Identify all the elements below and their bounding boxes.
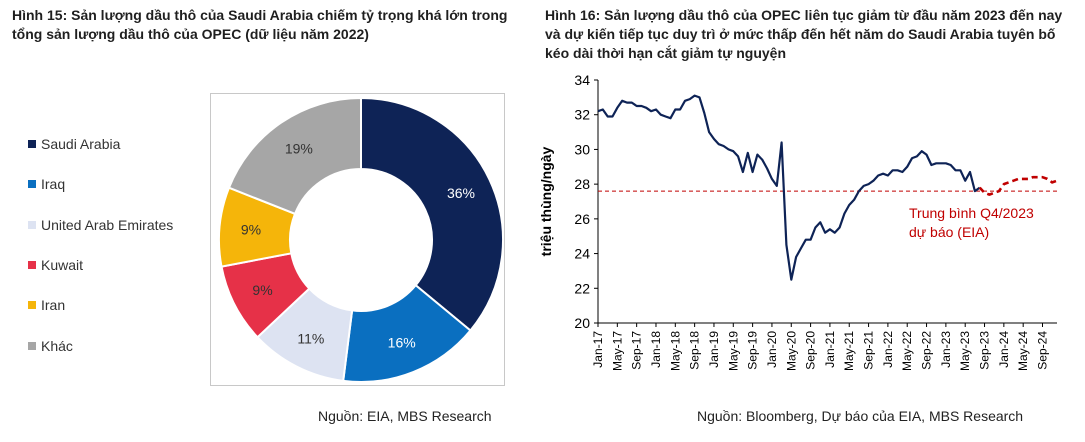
x-tick-label: May-18 bbox=[668, 331, 682, 371]
legend-item: Iran bbox=[28, 285, 208, 325]
y-tick-label: 26 bbox=[574, 211, 590, 227]
donut-slice-label: 19% bbox=[285, 141, 313, 157]
donut-slice-label: 9% bbox=[252, 282, 272, 298]
figure-16-source: Nguồn: Bloomberg, Dự báo của EIA, MBS Re… bbox=[697, 408, 1024, 424]
x-tick-label: Sep-21 bbox=[862, 331, 876, 370]
legend-label: Kuwait bbox=[41, 257, 84, 274]
legend-item: United Arab Emirates bbox=[28, 205, 208, 245]
legend-label: Saudi Arabia bbox=[41, 136, 121, 153]
legend-label: Iran bbox=[41, 297, 66, 314]
legend-swatch bbox=[28, 220, 36, 229]
x-tick-label: Jan-22 bbox=[881, 331, 895, 368]
x-tick-label: May-21 bbox=[842, 331, 856, 371]
legend-label: United Arab Emirates bbox=[41, 216, 174, 233]
donut-slice-label: 16% bbox=[388, 335, 416, 351]
x-tick-label: May-20 bbox=[784, 331, 798, 371]
x-tick-label: May-23 bbox=[958, 331, 972, 371]
x-tick-label: May-17 bbox=[610, 331, 624, 371]
y-tick-label: 22 bbox=[574, 280, 590, 296]
y-tick-label: 28 bbox=[574, 176, 590, 192]
y-tick-label: 20 bbox=[574, 315, 590, 331]
x-tick-label: Jan-23 bbox=[939, 331, 953, 368]
x-tick-label: Sep-18 bbox=[688, 331, 702, 370]
line-chart: 20 22 24 26 28 30 32 34 Jan-17 May-17 Sep-17 Jan-18… bbox=[538, 72, 1058, 371]
x-tick-label: Jan-21 bbox=[823, 331, 837, 368]
y-tick-label: 24 bbox=[574, 246, 590, 262]
figure-16-title: Hình 16: Sản lượng dầu thô của OPEC liên… bbox=[545, 7, 1063, 61]
production-series-line bbox=[597, 94, 981, 281]
x-tick-label: Jan-24 bbox=[997, 331, 1011, 368]
donut-chart: 36% 16% 11% 9% 9% 19% bbox=[218, 96, 504, 383]
x-tick-label: Sep-24 bbox=[1036, 331, 1050, 370]
legend-item: Kuwait bbox=[28, 245, 208, 285]
x-tick-label: Jan-17 bbox=[591, 331, 605, 368]
legend-swatch bbox=[28, 261, 36, 270]
donut-legend: Saudi Arabia Iraq United Arab Emirates Kuwa… bbox=[28, 124, 208, 366]
x-tick-label: Sep-23 bbox=[978, 331, 992, 370]
figure-15-title: Hình 15: Sản lượng dầu thô của Saudi Ara… bbox=[12, 7, 508, 42]
legend-swatch bbox=[28, 180, 36, 189]
legend-label: Iraq bbox=[41, 176, 66, 193]
x-tick-label: Jan-20 bbox=[765, 331, 779, 368]
donut-slice-label: 11% bbox=[297, 330, 324, 346]
legend-item: Saudi Arabia bbox=[28, 124, 208, 164]
forecast-annotation: dự báo (EIA) bbox=[909, 224, 989, 240]
legend-swatch bbox=[28, 140, 36, 149]
legend-swatch bbox=[28, 341, 36, 350]
forecast-annotation: Trung bình Q4/2023 bbox=[909, 205, 1034, 221]
x-tick-label: Sep-22 bbox=[920, 331, 934, 370]
y-tick-label: 32 bbox=[574, 107, 590, 123]
legend-swatch bbox=[28, 301, 36, 310]
x-tick-label: May-24 bbox=[1016, 331, 1030, 371]
x-tick-label: Jan-18 bbox=[649, 331, 663, 368]
legend-label: Khác bbox=[41, 337, 73, 354]
x-tick-label: Sep-19 bbox=[746, 331, 760, 370]
donut-slice-label: 9% bbox=[241, 222, 261, 238]
x-tick-label: Jan-19 bbox=[707, 331, 721, 368]
donut-slice bbox=[227, 96, 362, 216]
legend-item: Iraq bbox=[28, 164, 208, 204]
x-tick-label: Sep-20 bbox=[804, 331, 818, 370]
forecast-series-line bbox=[978, 175, 1058, 196]
x-tick-label: May-19 bbox=[726, 331, 740, 371]
legend-item: Khác bbox=[28, 325, 208, 365]
x-tick-label: Sep-17 bbox=[630, 331, 644, 370]
donut-slice bbox=[360, 96, 504, 332]
y-tick-label: 30 bbox=[574, 141, 590, 157]
y-tick-label: 34 bbox=[574, 72, 590, 88]
donut-chart-frame: 36% 16% 11% 9% 9% 19% bbox=[210, 93, 505, 386]
y-axis-label: triệu thùng/ngày bbox=[538, 146, 554, 256]
x-tick-label: May-22 bbox=[900, 331, 914, 371]
figure-15-source: Nguồn: EIA, MBS Research bbox=[318, 408, 492, 424]
donut-slice-label: 36% bbox=[447, 185, 475, 201]
